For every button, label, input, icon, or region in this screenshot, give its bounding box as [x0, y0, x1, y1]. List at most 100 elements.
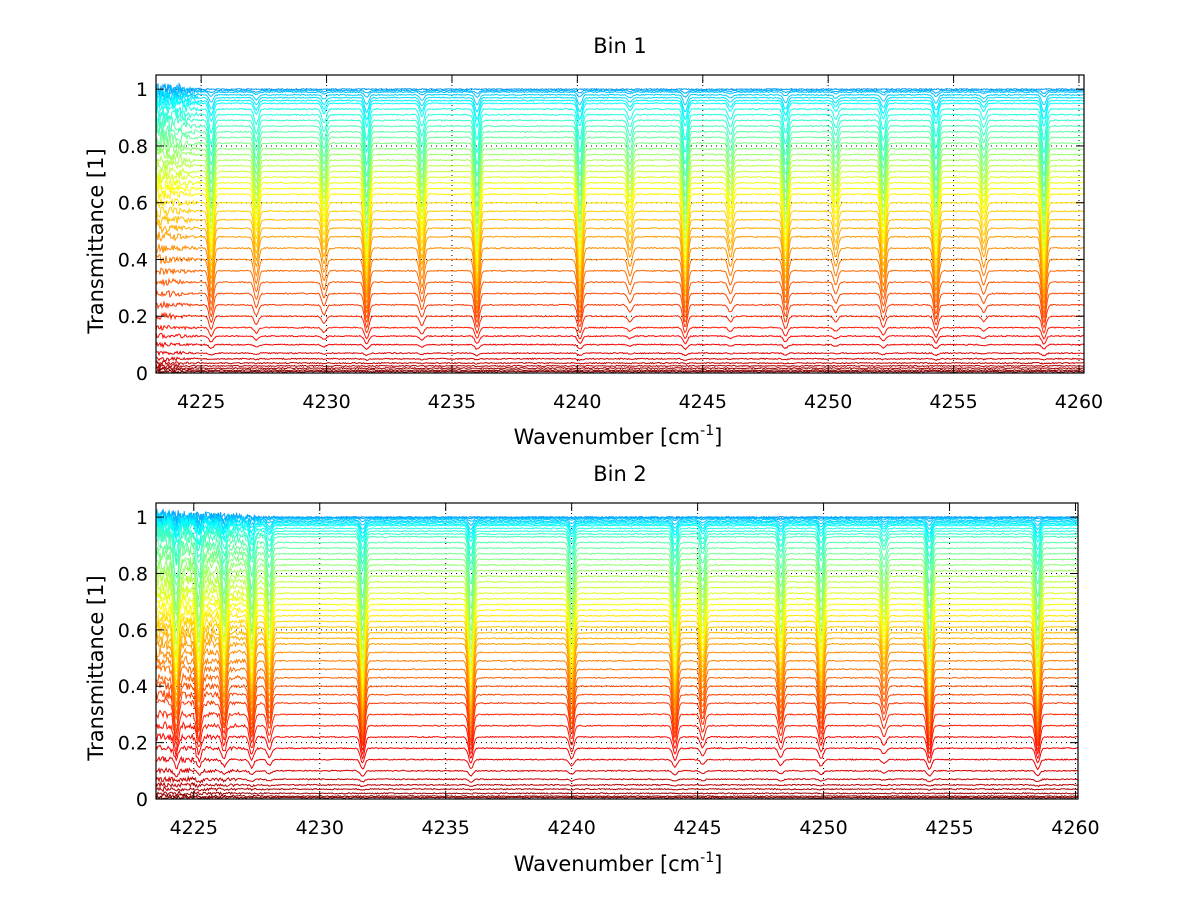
- series-lines: [155, 508, 1079, 800]
- series-line: [155, 341, 1085, 351]
- series-line: [155, 621, 1079, 709]
- series-line: [155, 186, 1085, 270]
- x-tick-label: 4240: [553, 391, 601, 413]
- series-line: [155, 536, 1079, 585]
- series-line: [155, 166, 1085, 247]
- series-line: [155, 367, 1085, 374]
- series-line: [155, 524, 1079, 567]
- x-tick-label: 4250: [799, 817, 847, 839]
- series-line: [155, 794, 1079, 800]
- series-line: [155, 350, 1085, 357]
- series-line: [155, 360, 1084, 368]
- series-line: [155, 557, 1079, 632]
- x-tick-label: 4255: [925, 817, 973, 839]
- x-tick-label: 4225: [177, 391, 225, 413]
- series-line: [155, 569, 1079, 651]
- series-line: [155, 300, 1085, 329]
- series-line: [155, 616, 1079, 705]
- series-line: [155, 196, 1085, 277]
- series-line: [155, 107, 1085, 154]
- subplot-bin-1: Bin 1 4225 4230 4235 4240 4245 4250 4255 4260 0 0…: [84, 34, 1103, 449]
- series-line: [155, 88, 1085, 106]
- series-line: [155, 639, 1079, 721]
- series-line: [155, 574, 1079, 660]
- series-line: [155, 755, 1079, 771]
- series-line: [155, 289, 1085, 324]
- series-line: [155, 580, 1078, 668]
- y-tick-label: 0.8: [118, 136, 148, 158]
- y-axis-label: Transmittance [1]: [84, 148, 108, 334]
- tick-labels: 4225 4230 4235 4240 4245 4250 4255 4260 0 0.2 0.4 0…: [118, 79, 1103, 413]
- series-line: [155, 744, 1079, 764]
- series-line: [155, 131, 1085, 198]
- series-line: [155, 83, 1084, 100]
- y-tick-label: 0.8: [118, 563, 148, 585]
- series-line: [155, 142, 1085, 217]
- x-tick-label: 4230: [302, 391, 350, 413]
- series-line: [155, 231, 1085, 299]
- series-line: [155, 766, 1079, 778]
- y-tick-label: 0: [136, 789, 148, 811]
- series-line: [155, 365, 1085, 372]
- series-line: [155, 785, 1079, 793]
- series-line: [155, 520, 1079, 551]
- axes-box: [155, 502, 1079, 800]
- series-line: [155, 646, 1079, 727]
- tick-labels: 4225 4230 4235 4240 4245 4250 4255 4260 0 0.2 0.4 0…: [118, 507, 1100, 839]
- y-tick-label: 0.4: [118, 676, 148, 698]
- series-line: [155, 135, 1084, 208]
- x-tick-label: 4260: [1051, 817, 1099, 839]
- series-line: [155, 85, 1085, 100]
- series-line: [155, 792, 1079, 799]
- series-line: [155, 124, 1085, 187]
- x-tick-label: 4235: [428, 391, 476, 413]
- y-axis-label: Transmittance [1]: [84, 575, 108, 761]
- x-tick-label: 4240: [547, 817, 595, 839]
- x-tick-label: 4225: [170, 817, 218, 839]
- series-line: [155, 356, 1085, 363]
- series-line: [155, 213, 1085, 289]
- x-tick-label: 4255: [929, 391, 977, 413]
- series-line: [155, 672, 1079, 738]
- series-line: [155, 527, 1079, 573]
- series-line: [155, 113, 1085, 167]
- series-line: [155, 206, 1085, 283]
- series-line: [155, 89, 1084, 114]
- series-line: [155, 586, 1079, 675]
- series-line: [155, 508, 1079, 526]
- axes-box: [155, 74, 1085, 374]
- series-line: [155, 663, 1079, 734]
- series-line: [155, 254, 1085, 310]
- y-tick-label: 0.6: [118, 193, 148, 215]
- grid-lines: [156, 503, 1078, 800]
- series-line: [155, 508, 1079, 528]
- series-line: [155, 603, 1079, 694]
- series-line: [155, 631, 1079, 718]
- series-line: [155, 690, 1079, 744]
- y-tick-label: 0.4: [118, 249, 148, 271]
- series-line: [155, 154, 1084, 232]
- series-line: [155, 267, 1085, 315]
- series-line: [155, 698, 1078, 747]
- series-line: [155, 147, 1085, 225]
- x-axis-label: Wavenumber [cm-1]: [514, 423, 723, 449]
- series-line: [155, 592, 1079, 682]
- series-line: [155, 524, 1078, 559]
- series-line: [155, 94, 1085, 129]
- series-line: [155, 159, 1085, 240]
- series-line: [155, 709, 1079, 752]
- y-tick-label: 0: [136, 363, 148, 385]
- x-tick-label: 4245: [673, 817, 721, 839]
- x-tick-label: 4230: [296, 817, 344, 839]
- series-line: [155, 655, 1079, 730]
- series-line: [155, 610, 1079, 700]
- series-line: [155, 119, 1085, 177]
- x-tick-label: 4235: [422, 817, 470, 839]
- series-line: [155, 176, 1085, 259]
- series-line: [155, 93, 1085, 122]
- series-line: [155, 182, 1084, 265]
- series-line: [155, 367, 1085, 375]
- series-line: [155, 324, 1085, 340]
- x-axis-label: Wavenumber [cm-1]: [514, 850, 723, 876]
